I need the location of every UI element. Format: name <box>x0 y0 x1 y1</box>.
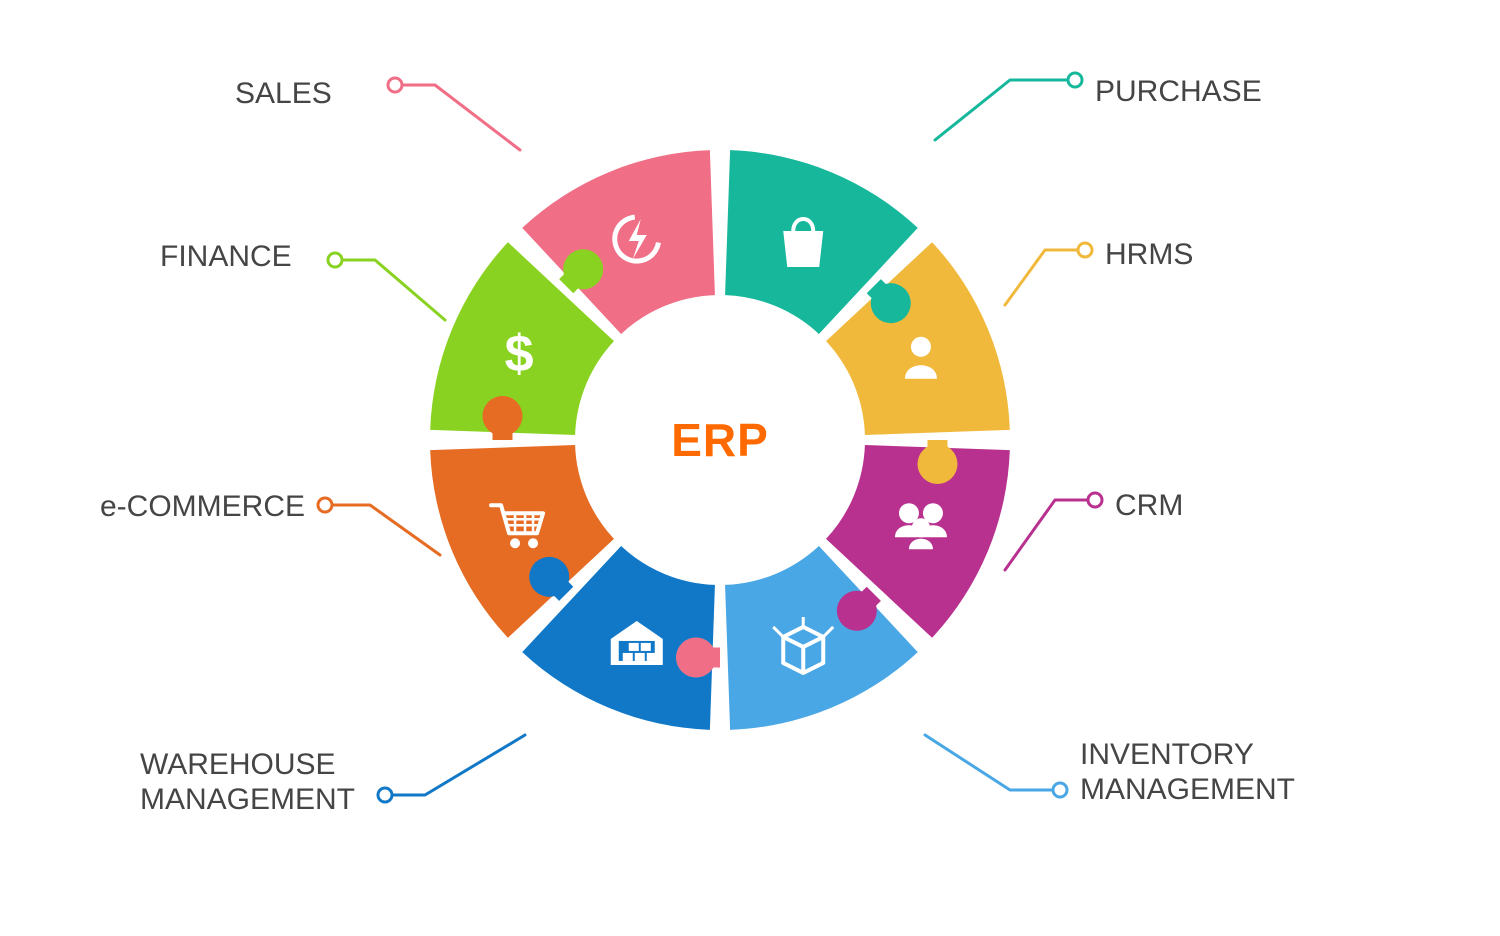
inventory-leader-dot <box>1053 783 1067 797</box>
ecommerce-leader-dot <box>318 498 332 512</box>
inventory-label: INVENTORY MANAGEMENT <box>1080 738 1295 807</box>
erp-infographic: $ ERP PURCHASE HRMS CRM INVENTORY MANAGEMEN… <box>0 0 1500 936</box>
ecommerce-leader <box>325 505 440 555</box>
finance-icon: $ <box>505 325 534 383</box>
hrms-leader-dot <box>1078 243 1092 257</box>
center-label: ERP <box>671 413 769 467</box>
finance-label: FINANCE <box>160 240 292 275</box>
finance-leader <box>335 260 445 320</box>
hrms-label: HRMS <box>1105 238 1193 273</box>
crm-label: CRM <box>1115 489 1183 524</box>
svg-text:$: $ <box>505 325 534 383</box>
purchase-leader <box>935 80 1075 140</box>
sales-leader-dot <box>388 78 402 92</box>
warehouse-leader <box>385 735 525 795</box>
sales-label: SALES <box>235 77 332 112</box>
warehouse-label: WAREHOUSE MANAGEMENT <box>140 748 355 817</box>
inventory-leader <box>925 735 1060 790</box>
crm-leader <box>1005 500 1095 570</box>
purchase-label: PURCHASE <box>1095 75 1262 110</box>
purchase-leader-dot <box>1068 73 1082 87</box>
hrms-leader <box>1005 250 1085 305</box>
warehouse-leader-dot <box>378 788 392 802</box>
finance-leader-dot <box>328 253 342 267</box>
sales-leader <box>395 85 520 150</box>
crm-leader-dot <box>1088 493 1102 507</box>
ecommerce-label: e-COMMERCE <box>100 490 305 525</box>
